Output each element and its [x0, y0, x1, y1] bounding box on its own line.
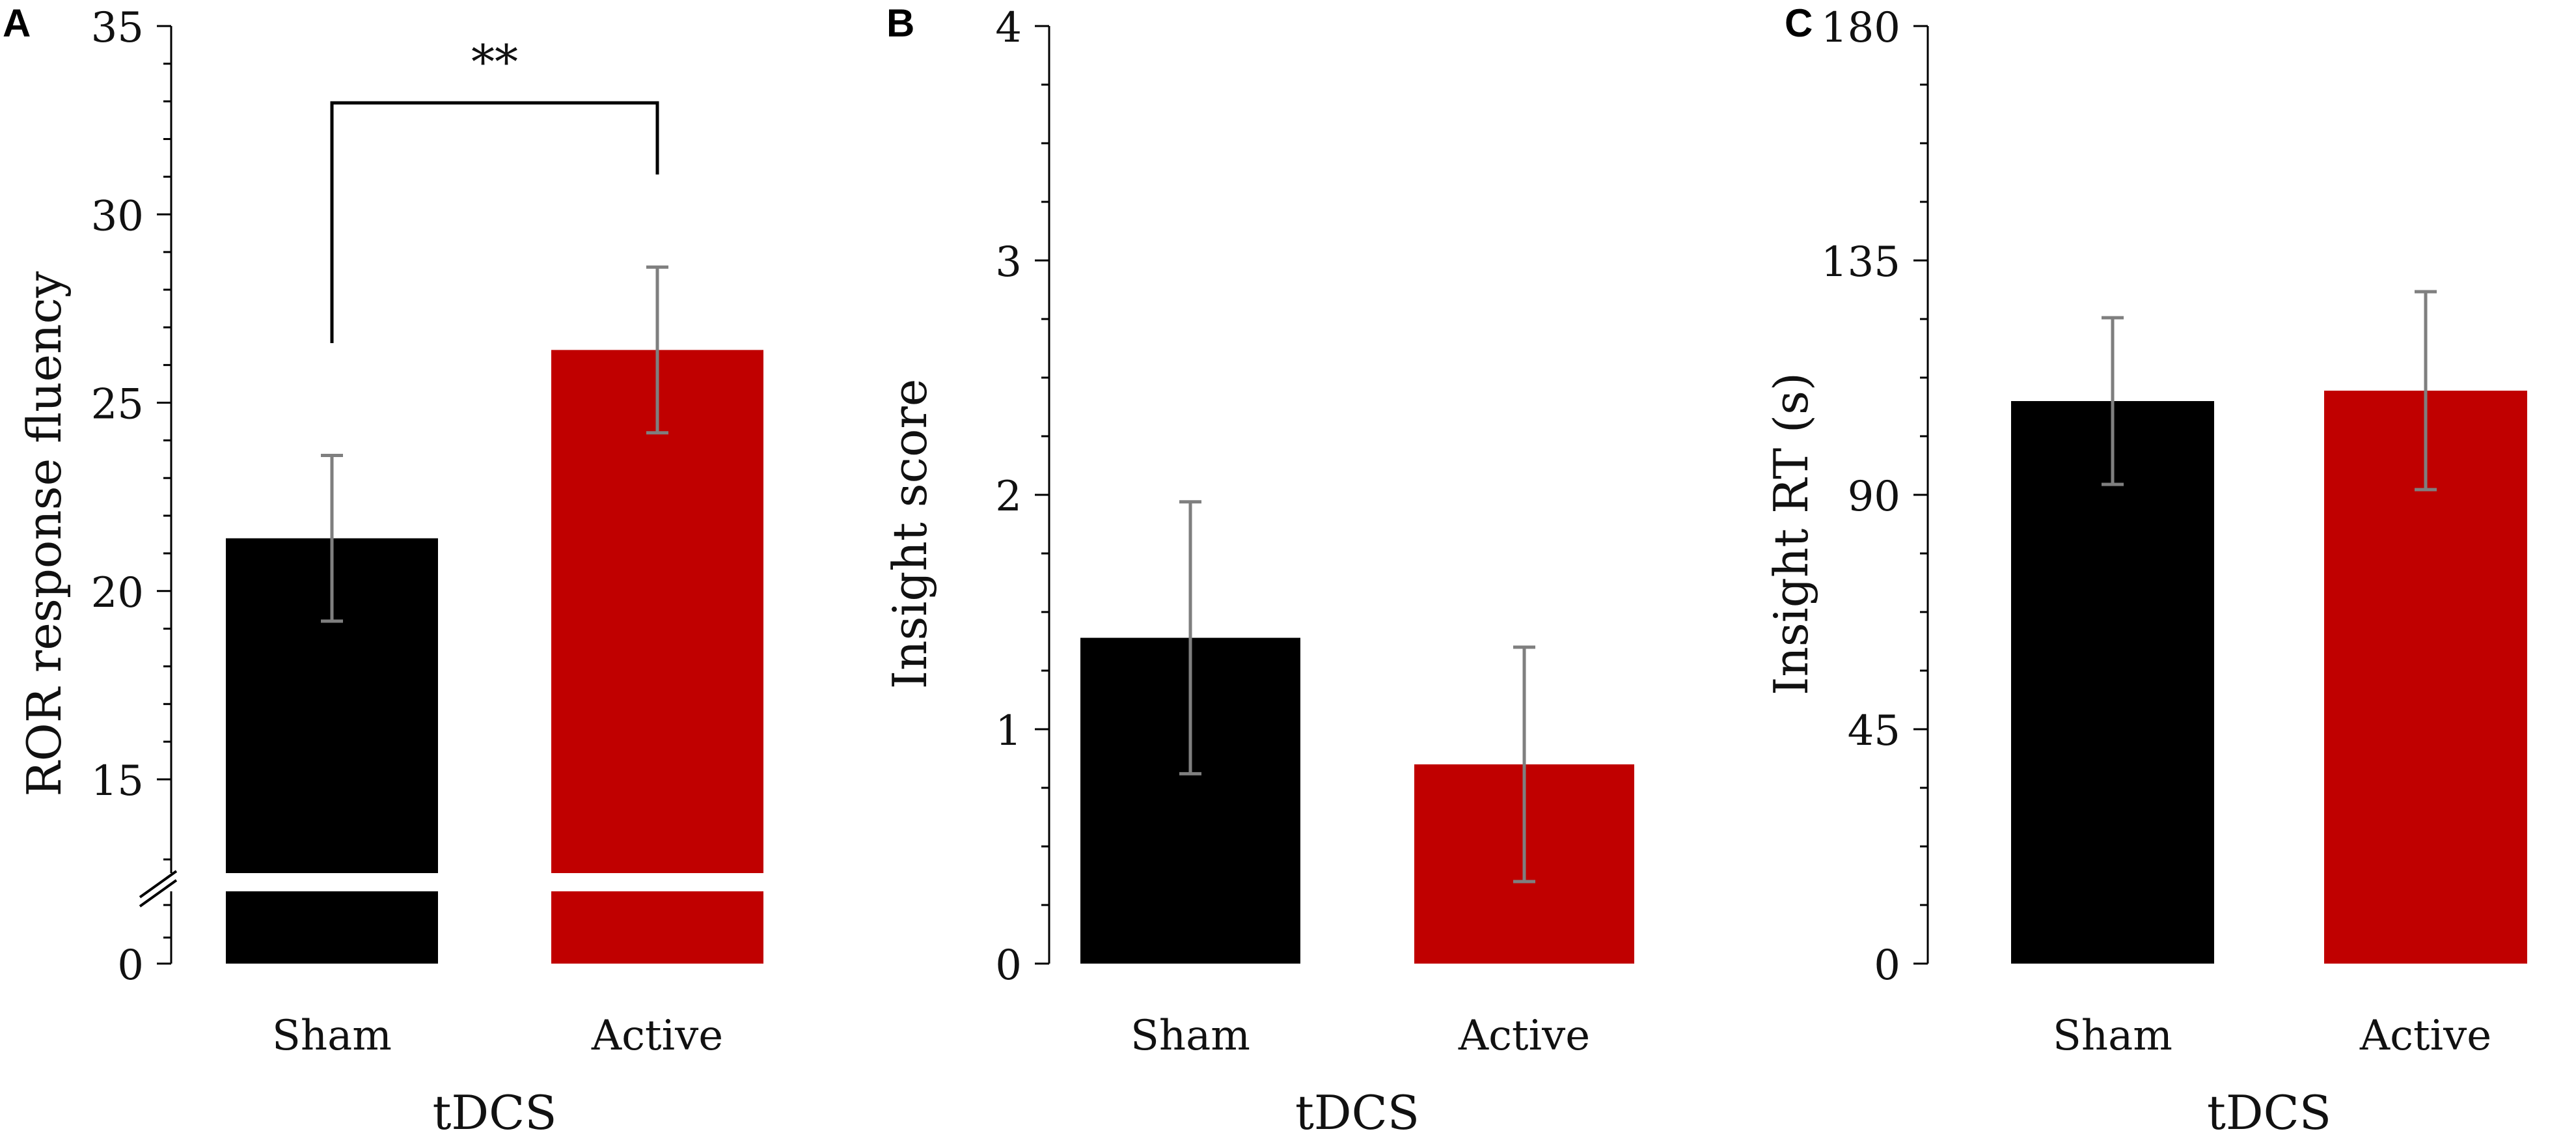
x-axis-label: tDCS	[2207, 1085, 2331, 1140]
y-tick-label: 20	[91, 569, 144, 617]
y-tick-label: 45	[1848, 707, 1900, 755]
x-axis-label: tDCS	[1295, 1085, 1419, 1140]
y-axis-label: Insight RT (s)	[1764, 372, 1818, 695]
y-tick-label: 0	[117, 941, 144, 990]
y-tick-label: 2	[995, 473, 1022, 521]
y-tick-label: 30	[91, 192, 144, 240]
x-category-label: Active	[2359, 1012, 2491, 1060]
y-tick-label: 25	[91, 381, 144, 429]
y-tick-label: 0	[1874, 941, 1900, 990]
y-tick-label: 1	[995, 707, 1022, 755]
x-category-label: Sham	[1130, 1012, 1250, 1060]
y-tick-label: 4	[995, 4, 1022, 52]
panel-letter: C	[1785, 1, 1813, 45]
y-tick-label: 35	[91, 4, 144, 52]
x-category-label: Active	[591, 1012, 723, 1060]
axis-break-mark	[139, 879, 178, 908]
bar-sham	[2011, 401, 2214, 964]
y-axis-label: Insight score	[883, 379, 937, 689]
panel-letter: A	[3, 1, 31, 45]
panel-c: 0 45 90 135 180 Sham Active tDCS Insight RT (s) C	[1764, 1, 2527, 1140]
bar-active	[551, 350, 763, 964]
y-tick-label: 3	[995, 238, 1022, 286]
x-axis-label: tDCS	[432, 1085, 556, 1140]
axis-break-mark	[139, 870, 178, 898]
significance-bracket	[330, 101, 659, 343]
y-tick-label: 0	[995, 941, 1022, 990]
y-tick-label: 180	[1821, 4, 1900, 52]
y-tick-label: 90	[1848, 473, 1900, 521]
panel-b: 0 1 2 3 4 Sham Active tDCS Insight score B	[883, 1, 1634, 1140]
panel-letter: B	[886, 1, 914, 45]
y-tick-label: 135	[1821, 238, 1900, 286]
significance-annotation: **	[471, 35, 518, 89]
y-axis-label: ROR response fluency	[17, 271, 72, 796]
x-category-label: Sham	[272, 1012, 392, 1060]
axis-break-gap	[132, 873, 770, 891]
y-tick-label: 15	[91, 757, 144, 805]
panel-a: 0 15 20 25 30 35 Sham Active ** tDCS ROR response …	[3, 1, 770, 1140]
x-category-label: Sham	[2053, 1012, 2172, 1060]
x-category-label: Active	[1458, 1012, 1590, 1060]
